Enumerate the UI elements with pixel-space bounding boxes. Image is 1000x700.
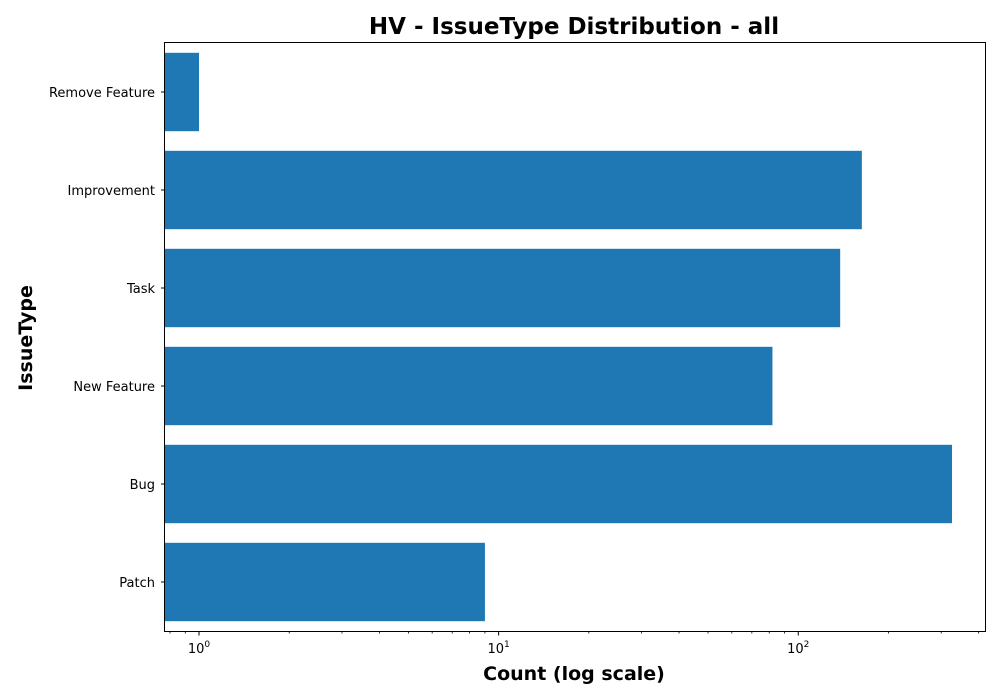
x-tick-base: 10	[787, 642, 804, 657]
x-ticks-group: 100 101 102	[169, 631, 980, 657]
y-tick-label: Task	[126, 282, 156, 297]
bar-bug	[165, 444, 953, 524]
x-tick-exponent: 0	[204, 640, 210, 650]
y-tick-label: Patch	[119, 576, 155, 591]
y-tick-label: Improvement	[68, 184, 155, 199]
x-tick-exponent: 2	[804, 640, 810, 650]
x-tick-label: 102	[787, 640, 809, 657]
bar-patch	[165, 542, 485, 622]
x-tick-base: 10	[487, 642, 504, 657]
x-tick-base: 10	[188, 642, 205, 657]
x-tick-exponent: 1	[504, 640, 510, 650]
y-axis-title: IssueType	[15, 285, 37, 391]
y-tick-label: New Feature	[73, 380, 155, 395]
bars-group	[165, 52, 953, 622]
y-ticks-group: Remove Feature Improvement Task New Feature…	[49, 86, 165, 591]
bar-remove-feature	[165, 52, 200, 132]
bar-new-feature	[165, 346, 773, 426]
y-tick-label: Remove Feature	[49, 86, 155, 101]
chart-title: HV - IssueType Distribution - all	[369, 14, 779, 40]
bar-task	[165, 248, 841, 328]
x-axis-title: Count (log scale)	[483, 663, 665, 685]
x-tick-label: 100	[188, 640, 211, 657]
x-tick-label: 101	[487, 640, 509, 657]
bar-improvement	[165, 150, 862, 230]
y-tick-label: Bug	[130, 478, 155, 493]
plot-frame	[164, 42, 986, 632]
